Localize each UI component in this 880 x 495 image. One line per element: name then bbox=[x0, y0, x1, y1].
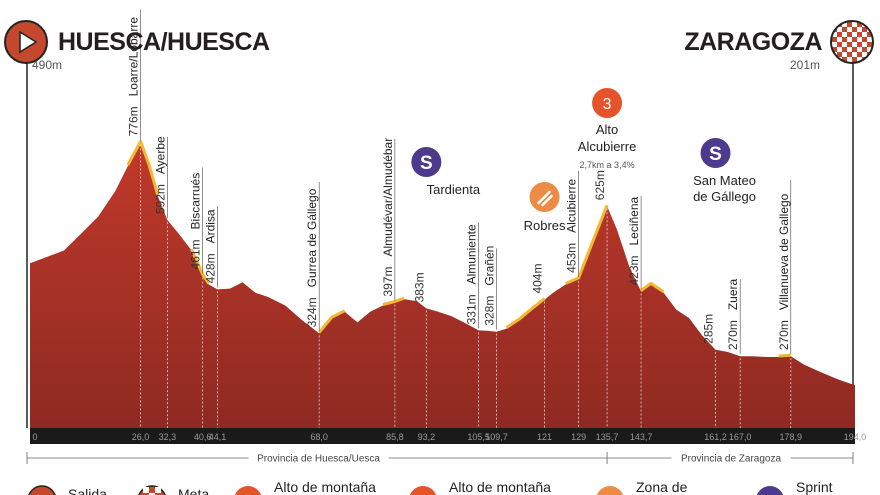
waypoint-name: Almuniente bbox=[465, 224, 479, 284]
waypoint-name: Villanueva de Gallego bbox=[777, 193, 791, 310]
checker-square bbox=[149, 493, 155, 495]
feed-zone-label: Robres bbox=[524, 218, 566, 233]
start-play-icon bbox=[4, 20, 48, 64]
legend-label: Alto de montaña bbox=[274, 479, 376, 495]
province-label: Provincia de Huesca/Uesca bbox=[257, 454, 380, 465]
waypoint-elevation: 270m bbox=[726, 320, 740, 350]
km-tick-label: 178,9 bbox=[780, 432, 803, 442]
province-label: Provincia de Zaragoza bbox=[681, 454, 781, 465]
waypoint-name: Zuera bbox=[726, 279, 740, 311]
waypoint-elevation: 397m bbox=[381, 266, 395, 296]
km-tick-label: 129 bbox=[571, 432, 586, 442]
waypoint-elevation: 324m bbox=[305, 297, 319, 327]
sprint-icon bbox=[700, 138, 731, 168]
waypoint-name: Grañén bbox=[483, 246, 497, 286]
finish-city-title: ZARAGOZA bbox=[684, 28, 822, 56]
waypoint-elevation: 331m bbox=[465, 294, 479, 324]
profile-area bbox=[30, 142, 855, 428]
sprint-badge: S bbox=[709, 144, 722, 165]
sprint-badge: S bbox=[420, 153, 433, 174]
waypoint-name: Loarre/Lobarre bbox=[127, 17, 141, 97]
waypoint-name: Ardisa bbox=[204, 209, 218, 243]
checker-square bbox=[155, 487, 161, 493]
km-tick-label: 167,0 bbox=[729, 432, 752, 442]
climb-highlight bbox=[190, 248, 210, 285]
waypoint-elevation: 625m bbox=[593, 170, 607, 200]
waypoint-name: Gurrea de Gállego bbox=[305, 188, 319, 287]
km-tick-label: 85,8 bbox=[386, 432, 404, 442]
sprint-label-line2: de Gállego bbox=[693, 189, 756, 204]
legend-label: Salida bbox=[68, 486, 107, 495]
waypoint-elevation: 285m bbox=[702, 314, 716, 344]
waypoint-elevation: 404m bbox=[531, 264, 545, 294]
legend-label: Meta bbox=[178, 486, 209, 495]
province-label-bg bbox=[671, 451, 791, 465]
finish-elevation: 201m bbox=[789, 58, 820, 72]
km-tick-label: 44,1 bbox=[209, 432, 227, 442]
waypoint-name: Alcubierre bbox=[565, 179, 579, 233]
mountain-1-icon bbox=[234, 486, 262, 495]
legend-label: Zona de bbox=[636, 479, 688, 495]
waypoint-elevation: 461m bbox=[189, 239, 203, 269]
waypoint-elevation: 383m bbox=[412, 272, 426, 302]
km-tick-label: 161,2 bbox=[704, 432, 727, 442]
mountain-label-line2: Alcubierre bbox=[578, 139, 637, 154]
climb-highlight bbox=[505, 297, 546, 329]
km-tick-label: 135,7 bbox=[596, 432, 619, 442]
mountain-badge: 3 bbox=[603, 96, 612, 113]
waypoint-elevation: 328m bbox=[483, 296, 497, 326]
climb-highlight bbox=[565, 204, 609, 285]
waypoint-elevation: 592m bbox=[153, 184, 167, 214]
km-tick-label: 0 bbox=[32, 432, 37, 442]
km-tick-label: 40,6 bbox=[194, 432, 212, 442]
km-tick-label: 194,0 bbox=[844, 432, 867, 442]
km-tick-label: 32,3 bbox=[159, 432, 177, 442]
start-city-title: HUESCA/HUESCA bbox=[58, 28, 270, 56]
waypoint-name: Biscarrués bbox=[189, 173, 203, 230]
sprint-icon bbox=[411, 147, 442, 177]
checker-square bbox=[143, 487, 149, 493]
km-tick-label: 105,5 bbox=[467, 432, 490, 442]
climb-highlight bbox=[778, 353, 791, 358]
legend-label: Alto de montaña bbox=[449, 479, 551, 495]
feed-zone-glyph bbox=[537, 190, 553, 207]
climb-highlight bbox=[126, 139, 160, 196]
km-tick-label: 143,7 bbox=[630, 432, 653, 442]
mountain-2-icon bbox=[409, 486, 437, 495]
mountain-label-line1: Alto bbox=[596, 122, 618, 137]
mountain-cat3-icon bbox=[592, 88, 623, 118]
climb-highlight bbox=[382, 296, 405, 306]
waypoint-name: Almudévar/Almudébar bbox=[381, 138, 395, 257]
sprint-label-line1: San Mateo bbox=[693, 173, 756, 188]
start-icon bbox=[28, 485, 56, 495]
feed-zone-icon bbox=[596, 486, 624, 495]
km-tick-label: 26,0 bbox=[132, 432, 150, 442]
climb-highlight bbox=[640, 281, 665, 294]
start-elevation: 490m bbox=[32, 58, 63, 72]
waypoint-elevation: 428m bbox=[204, 253, 218, 283]
waypoint-elevation: 423m bbox=[627, 256, 641, 286]
finish-checkered-flag-icon bbox=[830, 20, 874, 64]
waypoint-elevation: 270m bbox=[777, 320, 791, 350]
waypoint-name: Ayerbe bbox=[153, 136, 167, 174]
sprint-label: Tardienta bbox=[427, 182, 481, 197]
km-tick-label: 93,2 bbox=[418, 432, 436, 442]
waypoint-elevation: 453m bbox=[565, 243, 579, 273]
climb-highlight bbox=[318, 309, 346, 334]
province-label-bg bbox=[248, 451, 389, 465]
waypoint-elevation: 776m bbox=[127, 106, 141, 136]
km-tick-label: 68,0 bbox=[310, 432, 328, 442]
mountain-climb-detail: 2,7km a 3,4% bbox=[580, 160, 635, 170]
distance-baseline bbox=[30, 428, 855, 444]
km-tick-label: 109,7 bbox=[485, 432, 508, 442]
legend-label: Sprint bbox=[796, 479, 833, 495]
waypoint-name: Leciñena bbox=[627, 196, 641, 245]
sprint-icon bbox=[756, 486, 784, 495]
km-tick-label: 121 bbox=[537, 432, 552, 442]
